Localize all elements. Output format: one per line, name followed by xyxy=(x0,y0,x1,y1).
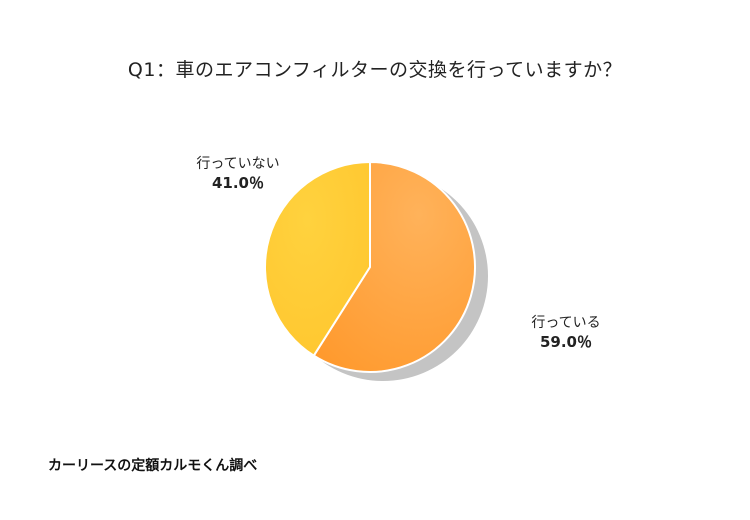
pie-slice-not-done xyxy=(264,161,371,357)
slice-label-not-done: 行っていない 41.0％ xyxy=(186,156,290,192)
pie-slices xyxy=(264,161,476,373)
chart-title: Q1：車のエアコンフィルターの交換を行っていますか？ xyxy=(127,59,623,81)
slice-label-done: 行っている 59.0％ xyxy=(520,315,612,351)
slice-value-not-done: 41.0％ xyxy=(211,173,264,192)
slice-name-not-done: 行っていない xyxy=(196,156,280,172)
slice-name-done: 行っている xyxy=(531,315,601,331)
pie-slice-done xyxy=(312,161,476,373)
source-note: カーリースの定額カルモくん調べ xyxy=(48,458,258,474)
slice-value-done: 59.0％ xyxy=(539,332,592,351)
